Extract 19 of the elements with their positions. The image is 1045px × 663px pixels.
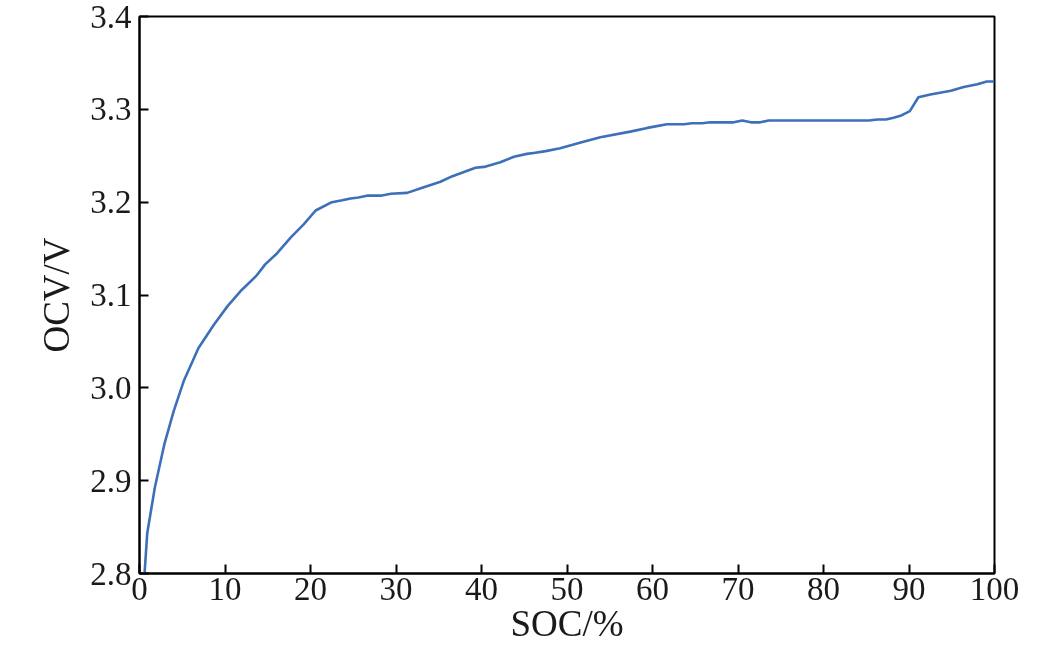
x-tick-label: 90 (892, 570, 926, 607)
x-tick-label: 30 (379, 570, 413, 607)
x-tick-label: 10 (208, 570, 242, 607)
x-tick-label: 70 (721, 570, 755, 607)
x-tick-label: 0 (131, 570, 148, 607)
y-tick-label: 2.9 (90, 462, 132, 499)
y-tick-label: 3.1 (90, 277, 132, 313)
y-tick-label: 2.8 (90, 555, 132, 592)
y-tick-label: 3.3 (90, 91, 132, 128)
line-series (143, 80, 995, 574)
y-axis-title: OCV/V (36, 237, 78, 353)
x-tick-label: 80 (807, 570, 840, 607)
x-tick-label: 40 (465, 570, 498, 607)
y-tick-label: 3.0 (90, 369, 132, 406)
y-tick-label: 3.4 (90, 0, 132, 35)
x-tick-label: 20 (294, 570, 327, 607)
x-tick-label: 100 (969, 570, 1020, 607)
y-tick-label: 3.2 (90, 184, 132, 221)
x-tick-label: 60 (636, 570, 669, 607)
